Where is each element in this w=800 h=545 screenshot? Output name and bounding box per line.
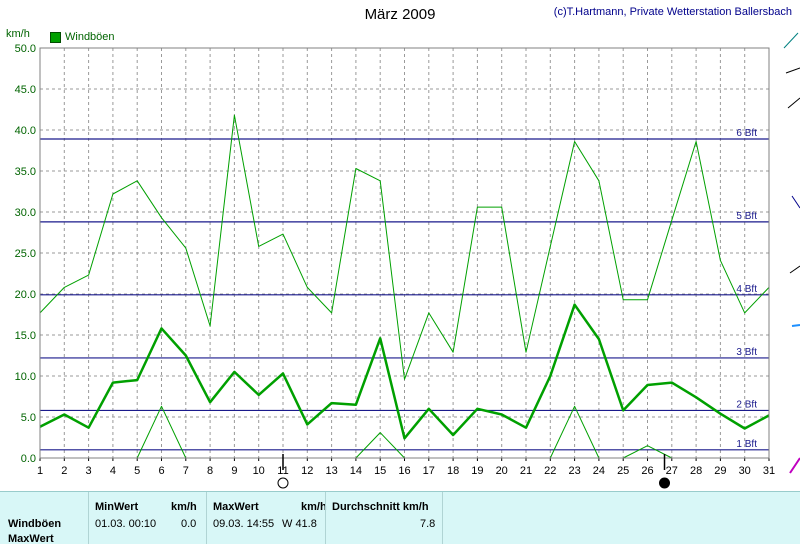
beaufort-label: 4 Bft — [736, 284, 757, 295]
x-tick-label: 3 — [86, 465, 92, 477]
x-tick-label: 14 — [350, 465, 362, 477]
avg-value: 7.8 — [420, 518, 436, 530]
beaufort-label: 1 Bft — [736, 439, 757, 450]
y-tick-label: 50.0 — [15, 43, 36, 55]
y-tick-label: 20.0 — [15, 289, 36, 301]
credit-text: (c)T.Hartmann, Private Wetterstation Bal… — [553, 6, 792, 18]
stats-row-label: MaxWert — [8, 533, 54, 545]
beaufort-lines: 1 Bft 2 Bft 3 Bft 4 Bft 5 Bft 6 Bft — [40, 128, 769, 451]
x-tick-label: 12 — [301, 465, 313, 477]
right-edge-decoration — [783, 32, 800, 474]
beaufort-label: 2 Bft — [736, 399, 757, 410]
max-datetime: 09.03. 14:55 — [213, 518, 275, 530]
edge-stroke — [791, 195, 800, 209]
edge-stroke — [785, 67, 800, 74]
edge-stroke — [789, 457, 800, 474]
x-tick-label: 13 — [325, 465, 337, 477]
full-moon-icon — [277, 477, 289, 489]
y-tick-label: 15.0 — [15, 330, 36, 342]
max-value: W 41.8 — [282, 518, 317, 530]
series-line-min — [136, 405, 187, 459]
series-line-mean — [39, 303, 770, 440]
x-tick-label: 7 — [183, 465, 189, 477]
max-column: MaxWert km/h 09.03. 14:55 W 41.8 — [206, 492, 327, 544]
avg-column: Durchschnitt km/h 7.8 — [325, 492, 442, 544]
y-tick-label: 40.0 — [15, 125, 36, 137]
min-header: MinWert — [95, 501, 139, 513]
max-header: MaxWert — [213, 501, 259, 513]
x-tick-label: 22 — [544, 465, 556, 477]
x-tick-label: 24 — [593, 465, 605, 477]
min-column: MinWert km/h 01.03. 00:10 0.0 — [88, 492, 206, 544]
grid — [40, 48, 769, 458]
x-tick-label: 4 — [110, 465, 116, 477]
max-unit: km/h — [301, 501, 327, 513]
x-tick-label: 10 — [253, 465, 265, 477]
x-tick-label: 16 — [398, 465, 410, 477]
y-tick-label: 5.0 — [21, 412, 36, 424]
chart-title: März 2009 — [364, 6, 436, 23]
stats-panel: Windböen MaxWert MinWert km/h 01.03. 00:… — [0, 491, 800, 545]
empty-column — [442, 492, 800, 544]
x-tick-label: 23 — [568, 465, 580, 477]
y-tick-label: 10.0 — [15, 371, 36, 383]
x-tick-label: 20 — [496, 465, 508, 477]
min-value: 0.0 — [181, 518, 197, 530]
edge-stroke — [787, 97, 800, 109]
x-tick-label: 19 — [471, 465, 483, 477]
x-tick-label: 30 — [739, 465, 751, 477]
legend: Windböen — [50, 31, 115, 43]
x-tick-label: 29 — [714, 465, 726, 477]
x-tick-label: 27 — [666, 465, 678, 477]
new-moon-icon — [659, 477, 671, 489]
x-tick-label: 8 — [207, 465, 213, 477]
y-tick-label: 45.0 — [15, 84, 36, 96]
stats-row-label: Windböen — [8, 518, 62, 530]
x-tick-label: 6 — [158, 465, 164, 477]
x-tick-label: 17 — [423, 465, 435, 477]
series-lines — [39, 114, 770, 459]
x-tick-label: 21 — [520, 465, 532, 477]
legend-swatch — [50, 31, 61, 43]
plot-frame — [39, 47, 770, 459]
series-line-max — [39, 114, 770, 380]
y-tick-label: 30.0 — [15, 207, 36, 219]
x-tick-label: 5 — [134, 465, 140, 477]
axes: 0.0 5.0 10.0 15.0 20.0 25.0 30.0 35.0 40.0 45.0 50… — [15, 43, 775, 489]
x-tick-label: 18 — [447, 465, 459, 477]
beaufort-label: 3 Bft — [736, 347, 757, 358]
y-tick-label: 25.0 — [15, 248, 36, 260]
x-tick-label: 26 — [641, 465, 653, 477]
beaufort-label: 6 Bft — [736, 128, 757, 139]
beaufort-label: 5 Bft — [736, 211, 757, 222]
y-unit-label: km/h — [6, 28, 30, 40]
series-line-min — [355, 432, 405, 459]
x-tick-label: 9 — [231, 465, 237, 477]
avg-header: Durchschnitt km/h — [332, 501, 429, 513]
legend-label: Windböen — [65, 31, 115, 43]
edge-stroke — [789, 265, 800, 274]
y-tick-label: 35.0 — [15, 166, 36, 178]
x-tick-label: 1 — [37, 465, 43, 477]
edge-stroke — [783, 32, 799, 49]
x-tick-label: 11 — [277, 465, 288, 477]
x-tick-label: 31 — [763, 465, 775, 477]
edge-stroke — [791, 324, 800, 327]
y-tick-label: 0.0 — [21, 453, 36, 465]
x-tick-label: 25 — [617, 465, 629, 477]
min-unit: km/h — [171, 501, 197, 513]
min-datetime: 01.03. 00:10 — [95, 518, 157, 530]
x-tick-label: 2 — [61, 465, 67, 477]
x-tick-label: 15 — [374, 465, 386, 477]
wind-chart: 1 Bft 2 Bft 3 Bft 4 Bft 5 Bft 6 Bft 0.0 5.0 10.… — [15, 43, 775, 489]
x-tick-label: 28 — [690, 465, 702, 477]
